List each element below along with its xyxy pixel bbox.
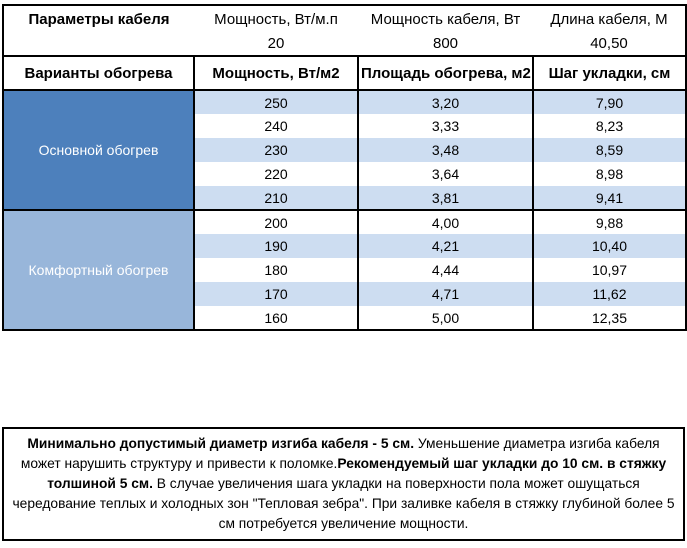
note-run-bold-1: Минимально допустимый диаметр изгиба каб… — [27, 436, 415, 451]
note-run-4: В случае увеличения шага укладки на пове… — [12, 476, 675, 531]
data-cell: 190 — [193, 234, 358, 258]
data-cell: 240 — [193, 114, 358, 138]
table-row: Комфортный обогрев 200 4,00 9,88 — [3, 209, 686, 330]
cable-parameters-table: Параметры кабеля Мощность, Вт/м.п Мощнос… — [2, 4, 687, 331]
data-cell: 180 — [193, 258, 358, 282]
table-row: 230 3,48 8,59 — [3, 138, 686, 162]
data-cell: 8,23 — [532, 114, 686, 138]
table-row: Основной обогрев 250 3,20 7,90 — [3, 90, 686, 210]
param-value-cable-power: 800 — [358, 32, 533, 57]
section-label-main-heating: Основной обогрев — [3, 90, 195, 210]
data-cell: 9,41 — [532, 186, 686, 210]
data-cell: 10,40 — [532, 234, 686, 258]
note-run-bold-3: Рекомендуемый шаг укладки до 10 см. в ст… — [47, 456, 667, 491]
data-cell: 10,97 — [532, 258, 686, 282]
table-row: 240 3,33 8,23 — [3, 114, 686, 138]
col-heating-area: Площадь обогрева, м2 — [357, 55, 534, 91]
data-cell: 4,00 — [357, 209, 533, 234]
param-col-power-per-m: Мощность, Вт/м.п — [214, 10, 338, 28]
note-box: Минимально допустимый диаметр изгиба каб… — [2, 427, 685, 541]
param-header-row: Параметры кабеля Мощность, Вт/м.п Мощнос… — [3, 5, 686, 32]
data-cell: 160 — [193, 306, 358, 330]
heating-header-row: Варианты обогрева Мощность, Вт/м2 Площад… — [2, 55, 687, 91]
note-run-2: Уменьшение диаметра изгиба кабеля может … — [20, 436, 660, 471]
empty-cell — [3, 32, 194, 57]
table-row: 190 4,21 10,40 — [3, 234, 686, 258]
data-cell: 4,44 — [357, 258, 533, 282]
data-cell: 3,48 — [357, 138, 533, 162]
data-cell: 11,62 — [532, 282, 686, 306]
data-cell: 9,88 — [532, 209, 686, 234]
table-row: 210 3,81 9,41 — [3, 186, 686, 210]
param-value-cable-length: 40,50 — [533, 32, 686, 57]
data-cell: 3,33 — [357, 114, 533, 138]
param-col-cable-power: Мощность кабеля, Вт — [370, 10, 521, 28]
data-cell: 250 — [193, 90, 358, 114]
col-laying-step: Шаг укладки, см — [532, 55, 687, 91]
param-values-row: 20 800 40,50 — [3, 32, 686, 57]
data-cell: 200 — [193, 209, 358, 234]
table-row: 180 4,44 10,97 — [3, 258, 686, 282]
data-cell: 5,00 — [357, 306, 533, 330]
table-row: 220 3,64 8,98 — [3, 162, 686, 186]
col-heating-variants: Варианты обогрева — [2, 55, 195, 91]
data-cell: 220 — [193, 162, 358, 186]
data-cell: 170 — [193, 282, 358, 306]
data-cell: 7,90 — [532, 90, 686, 114]
table-row: 170 4,71 11,62 — [3, 282, 686, 306]
data-cell: 8,59 — [532, 138, 686, 162]
table-row: 160 5,00 12,35 — [3, 306, 686, 330]
param-table-title: Параметры кабеля — [28, 10, 170, 28]
param-value-power-per-m: 20 — [194, 32, 358, 57]
col-power-per-m2: Мощность, Вт/м2 — [193, 55, 359, 91]
data-cell: 3,64 — [357, 162, 533, 186]
param-col-cable-length: Длина кабеля, М — [550, 10, 668, 28]
data-cell: 12,35 — [532, 306, 686, 330]
data-cell: 210 — [193, 186, 358, 210]
section-label-comfort-heating: Комфортный обогрев — [3, 209, 195, 330]
data-cell: 3,20 — [357, 90, 533, 114]
data-cell: 8,98 — [532, 162, 686, 186]
data-cell: 230 — [193, 138, 358, 162]
data-cell: 4,21 — [357, 234, 533, 258]
data-cell: 4,71 — [357, 282, 533, 306]
data-cell: 3,81 — [357, 186, 533, 210]
